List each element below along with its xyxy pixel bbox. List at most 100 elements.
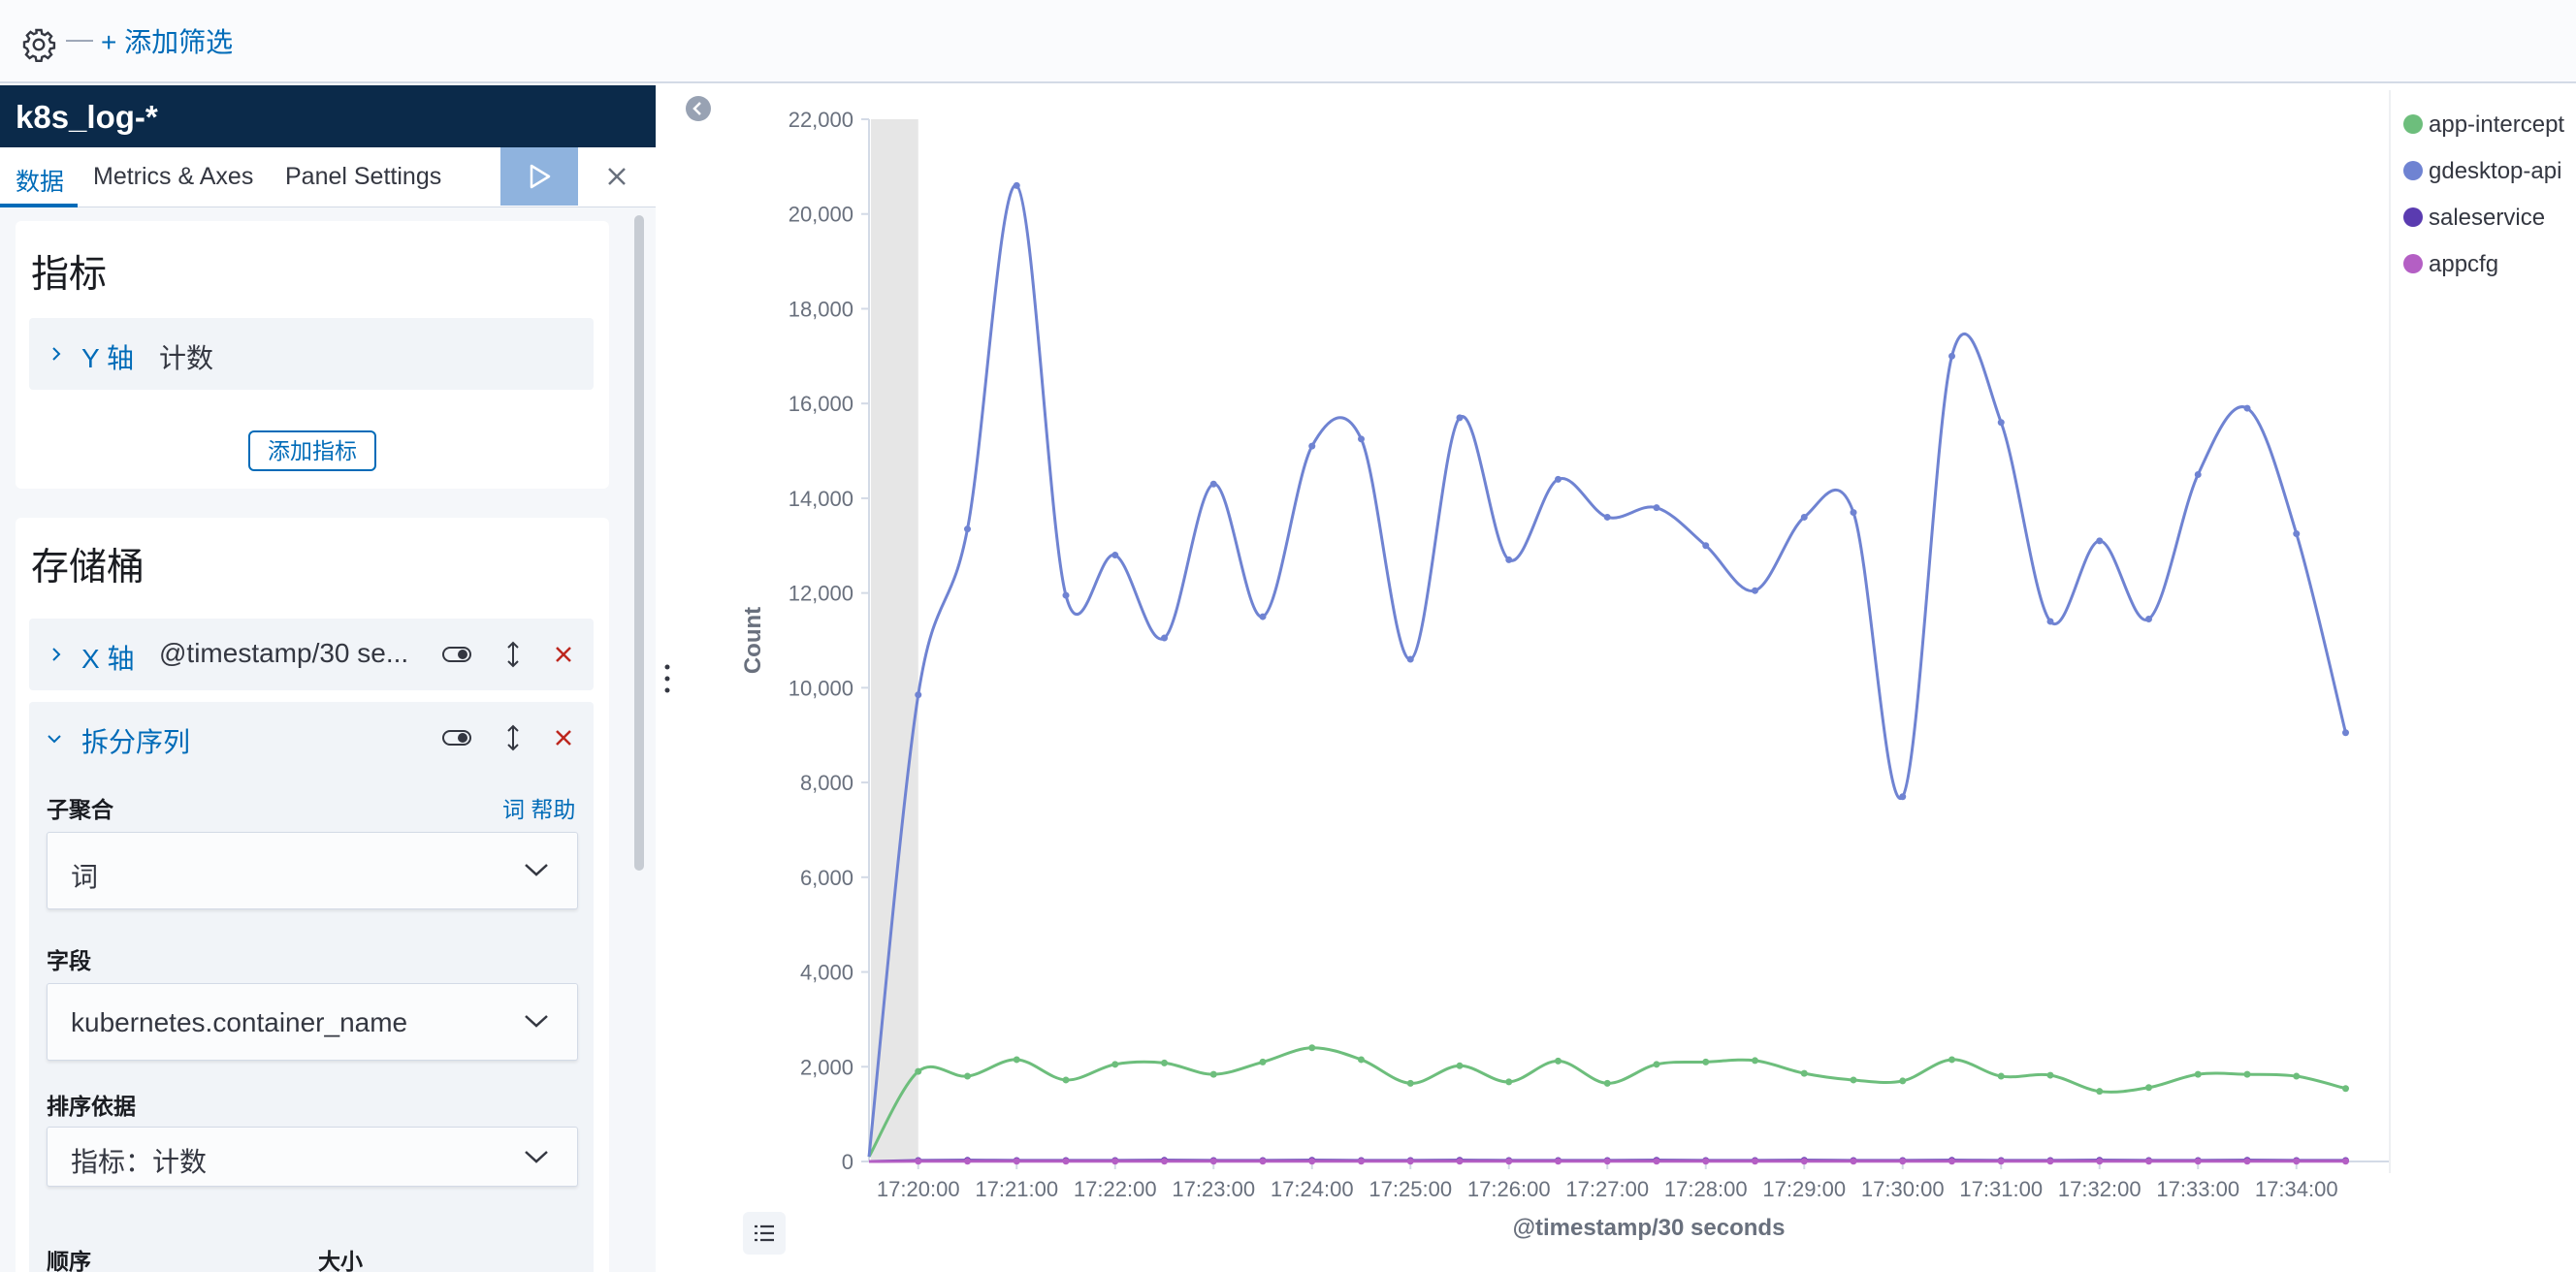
chevron-down-icon[interactable] xyxy=(45,729,64,748)
tab-metrics-axes[interactable]: Metrics & Axes xyxy=(93,163,254,190)
chevron-right-icon[interactable] xyxy=(47,344,66,364)
data-point-gdesktop-api xyxy=(1358,435,1365,443)
data-point-gdesktop-api xyxy=(1209,480,1217,488)
data-point-app-intercept xyxy=(1800,1069,1808,1077)
sub-aggregation-label: 子聚合 xyxy=(47,797,113,822)
chevron-right-icon[interactable] xyxy=(47,645,66,664)
split-series-label[interactable]: 拆分序列 xyxy=(81,727,191,757)
data-point-app-intercept xyxy=(964,1072,971,1080)
terms-help-link[interactable]: 词 帮助 xyxy=(502,797,576,822)
y-tick-label: 8,000 xyxy=(800,771,853,795)
order-by-select[interactable]: 指标：计数 xyxy=(47,1127,578,1187)
data-point-appcfg xyxy=(1111,1158,1119,1165)
x-axis-title: @timestamp/30 seconds xyxy=(1513,1215,1786,1241)
data-point-appcfg xyxy=(2145,1158,2152,1165)
field-select[interactable]: kubernetes.container_name xyxy=(47,983,578,1061)
y-axis-aggregation: 计数 xyxy=(159,343,214,373)
data-point-appcfg xyxy=(1209,1158,1217,1165)
data-point-gdesktop-api xyxy=(1111,552,1119,559)
chevron-down-icon xyxy=(525,1015,548,1028)
data-point-app-intercept xyxy=(1406,1079,1414,1087)
data-point-appcfg xyxy=(1259,1158,1267,1165)
x-tick-label: 17:28:00 xyxy=(1664,1177,1748,1201)
data-point-appcfg xyxy=(1752,1158,1758,1165)
y-tick-label: 18,000 xyxy=(789,297,853,321)
x-axis-bucket-row[interactable]: X 轴 @timestamp/30 se... xyxy=(29,619,594,690)
delete-icon[interactable] xyxy=(549,723,578,752)
chevron-down-icon xyxy=(525,864,548,876)
add-metric-button[interactable]: 添加指标 xyxy=(248,430,376,471)
toggle-icon[interactable] xyxy=(442,640,471,669)
x-tick-label: 17:20:00 xyxy=(877,1177,960,1201)
legend-toggle-button[interactable] xyxy=(743,1212,786,1255)
tab-data[interactable]: 数据 xyxy=(16,169,65,196)
data-point-gdesktop-api xyxy=(2293,530,2301,538)
toggle-icon[interactable] xyxy=(442,723,471,752)
index-pattern-title: k8s_log-* xyxy=(0,85,656,147)
order-by-label: 排序依据 xyxy=(47,1094,136,1119)
data-point-app-intercept xyxy=(1997,1072,2005,1080)
data-point-app-intercept xyxy=(1013,1056,1020,1064)
gear-icon[interactable] xyxy=(21,27,56,62)
data-point-gdesktop-api xyxy=(1259,613,1267,620)
data-point-appcfg xyxy=(2342,1158,2349,1165)
data-point-appcfg xyxy=(1456,1158,1464,1165)
data-point-appcfg xyxy=(1161,1158,1168,1165)
data-point-gdesktop-api xyxy=(1555,475,1562,483)
data-point-appcfg xyxy=(1850,1158,1857,1165)
data-point-app-intercept xyxy=(1850,1076,1857,1084)
apply-changes-button[interactable] xyxy=(500,147,578,206)
legend-item-gdesktop-api: gdesktop-api xyxy=(2429,158,2561,184)
x-axis-aggregation: @timestamp/30 se... xyxy=(159,638,409,668)
resize-handle-icon[interactable] xyxy=(661,659,673,698)
buckets-title: 存储桶 xyxy=(31,547,145,588)
data-point-gdesktop-api xyxy=(915,691,922,699)
x-tick-label: 17:29:00 xyxy=(1762,1177,1846,1201)
collapse-sidebar-icon[interactable] xyxy=(685,95,712,122)
data-point-appcfg xyxy=(1702,1158,1710,1165)
data-point-app-intercept xyxy=(2145,1084,2152,1092)
drag-sort-icon[interactable] xyxy=(499,723,528,752)
x-tick-label: 17:27:00 xyxy=(1565,1177,1649,1201)
data-point-app-intercept xyxy=(1603,1079,1611,1087)
data-point-gdesktop-api xyxy=(1603,513,1611,521)
buckets-card: 存储桶 X 轴 @timestamp/30 se... 拆分序列 xyxy=(16,518,609,1272)
data-point-gdesktop-api xyxy=(2342,729,2349,737)
data-point-appcfg xyxy=(915,1158,922,1165)
data-point-appcfg xyxy=(1358,1158,1365,1165)
delete-icon[interactable] xyxy=(549,640,578,669)
data-point-gdesktop-api xyxy=(2243,404,2251,412)
add-filter-button[interactable]: + 添加筛选 xyxy=(101,27,234,57)
tab-panel-settings[interactable]: Panel Settings xyxy=(285,163,442,190)
play-icon xyxy=(530,164,551,189)
close-icon[interactable] xyxy=(601,161,632,192)
sidebar-scrollbar[interactable] xyxy=(634,215,644,871)
data-point-appcfg xyxy=(1406,1158,1414,1165)
data-point-appcfg xyxy=(2293,1158,2301,1165)
metrics-card: 指标 Y 轴 计数 添加指标 xyxy=(16,221,609,489)
data-point-app-intercept xyxy=(1456,1062,1464,1069)
data-point-app-intercept xyxy=(1259,1058,1267,1065)
data-point-appcfg xyxy=(1800,1158,1808,1165)
data-point-gdesktop-api xyxy=(1850,509,1857,517)
data-point-app-intercept xyxy=(1899,1077,1907,1085)
data-point-app-intercept xyxy=(1555,1057,1562,1065)
sub-aggregation-select[interactable]: 词 xyxy=(47,832,578,909)
list-icon xyxy=(755,1224,774,1242)
y-tick-label: 6,000 xyxy=(800,866,853,890)
data-point-app-intercept xyxy=(2342,1085,2349,1093)
data-point-app-intercept xyxy=(1209,1070,1217,1078)
data-point-app-intercept xyxy=(1505,1078,1513,1086)
data-point-app-intercept xyxy=(2046,1071,2054,1079)
size-label: 大小 xyxy=(318,1249,363,1272)
data-point-gdesktop-api xyxy=(1997,419,2005,427)
data-point-gdesktop-api xyxy=(1013,181,1020,189)
series-line-gdesktop-api xyxy=(867,183,2347,1158)
y-axis-metric-row[interactable]: Y 轴 计数 xyxy=(29,318,594,390)
data-point-gdesktop-api xyxy=(1948,352,1955,360)
drag-sort-icon[interactable] xyxy=(499,640,528,669)
data-point-appcfg xyxy=(1013,1158,1020,1165)
legend-swatch-saleservice xyxy=(2403,207,2423,227)
y-tick-label: 20,000 xyxy=(789,203,853,227)
order-label: 顺序 xyxy=(47,1249,91,1272)
